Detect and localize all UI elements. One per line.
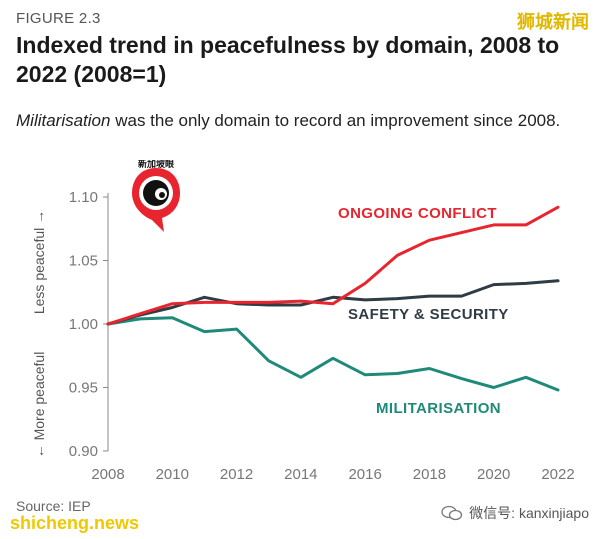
y-label-less-peaceful: Less peaceful →	[31, 210, 47, 314]
watermark-top: 狮城新闻	[517, 12, 589, 32]
x-tick-label: 2020	[477, 466, 510, 483]
y-tick-label: 0.90	[69, 443, 98, 460]
x-tick-label: 2010	[156, 466, 189, 483]
figure-label: FIGURE 2.3	[16, 10, 101, 27]
y-tick-label: 1.05	[69, 253, 98, 270]
watermark-right: 微信号: kanxinjiapo	[441, 503, 589, 523]
subtitle-emphasis: Militarisation	[16, 111, 111, 130]
subtitle-text: was the only domain to record an improve…	[110, 111, 561, 130]
wechat-icon	[441, 505, 463, 521]
y-label-more-peaceful: ← More peaceful	[31, 352, 47, 459]
series-line-militarisation	[106, 316, 560, 392]
x-tick-label: 2022	[541, 466, 574, 483]
source-note: Source: IEP	[16, 498, 91, 514]
x-tick-label: 2018	[413, 466, 446, 483]
x-tick-label: 2012	[220, 466, 253, 483]
series-label-safety: SAFETY & SECURITY	[348, 306, 509, 323]
x-tick-label: 2016	[348, 466, 381, 483]
watermark-left: shicheng.news	[10, 513, 140, 533]
watermark-logo: 新加坡眼	[132, 160, 180, 232]
x-tick-label: 2008	[91, 466, 124, 483]
series-label-militarisation: MILITARISATION	[376, 400, 501, 417]
chart-subtitle: Militarisation was the only domain to re…	[16, 110, 586, 131]
logo-text: 新加坡眼	[138, 160, 174, 170]
series-label-ongoing: ONGOING CONFLICT	[338, 205, 497, 222]
chart-title: Indexed trend in peacefulness by domain,…	[16, 32, 560, 87]
watermark-right-text: 微信号: kanxinjiapo	[469, 505, 589, 521]
series-line-ongoing	[106, 205, 560, 326]
x-tick-label: 2014	[284, 466, 317, 483]
y-tick-label: 1.00	[69, 316, 98, 333]
y-tick-label: 1.10	[69, 189, 98, 206]
y-tick-label: 0.95	[69, 380, 98, 397]
